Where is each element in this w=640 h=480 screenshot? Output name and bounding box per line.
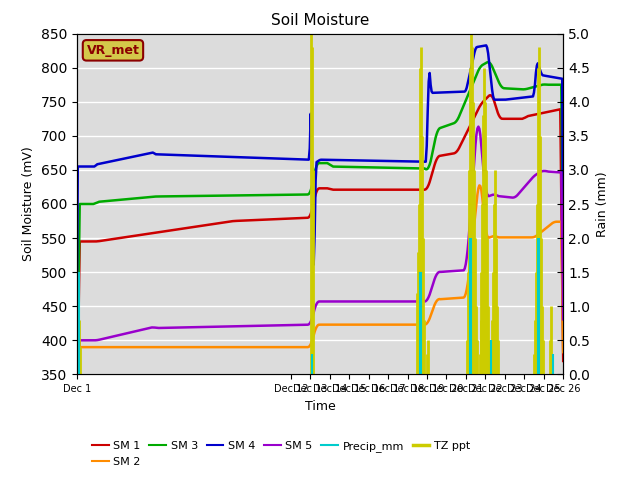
Legend: SM 1, SM 2, SM 3, SM 4, SM 5, Precip_mm, TZ ppt: SM 1, SM 2, SM 3, SM 4, SM 5, Precip_mm,… [88,437,474,471]
X-axis label: Time: Time [305,400,335,413]
Y-axis label: Soil Moisture (mV): Soil Moisture (mV) [22,146,35,262]
Y-axis label: Rain (mm): Rain (mm) [596,171,609,237]
Text: VR_met: VR_met [86,44,140,57]
Title: Soil Moisture: Soil Moisture [271,13,369,28]
